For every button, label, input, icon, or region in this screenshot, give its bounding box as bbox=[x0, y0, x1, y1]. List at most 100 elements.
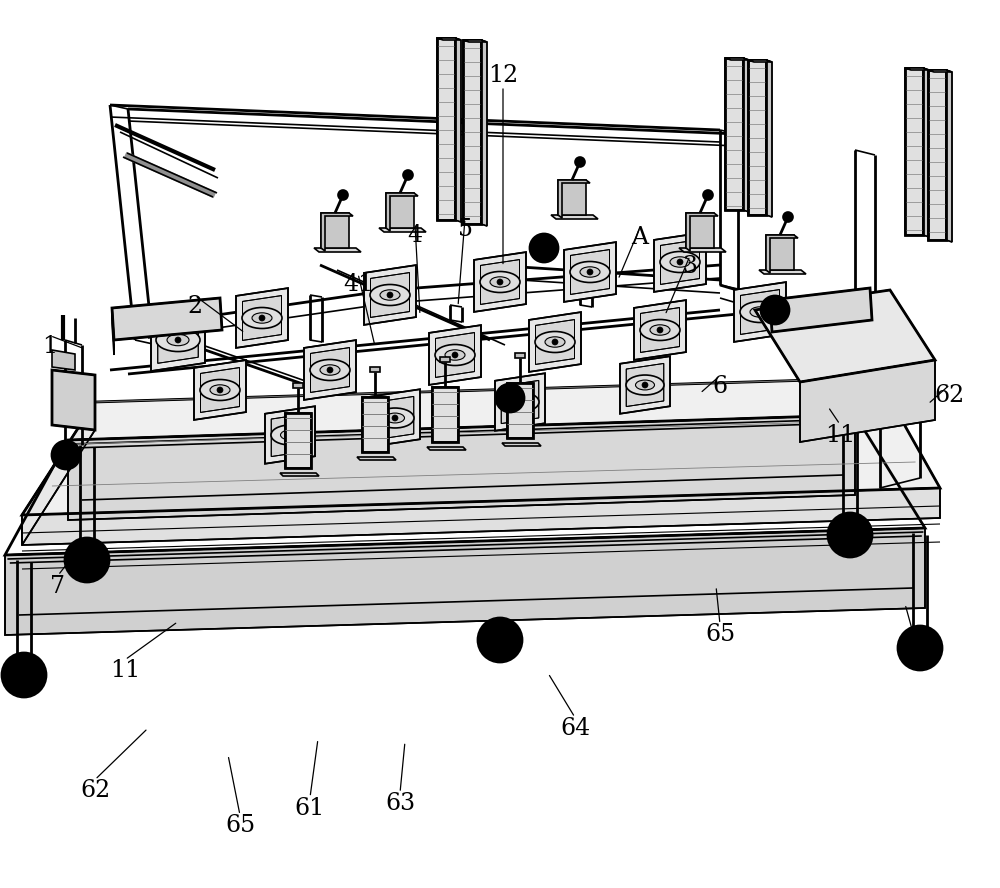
Polygon shape bbox=[766, 235, 798, 273]
Polygon shape bbox=[654, 232, 706, 292]
Polygon shape bbox=[52, 370, 95, 430]
Polygon shape bbox=[640, 307, 680, 353]
Polygon shape bbox=[686, 213, 714, 248]
Polygon shape bbox=[158, 317, 198, 363]
Polygon shape bbox=[357, 457, 396, 460]
Polygon shape bbox=[362, 397, 388, 452]
Polygon shape bbox=[242, 296, 282, 340]
Ellipse shape bbox=[310, 360, 350, 380]
Circle shape bbox=[497, 279, 503, 285]
Polygon shape bbox=[515, 353, 525, 358]
Ellipse shape bbox=[370, 284, 410, 305]
Polygon shape bbox=[432, 387, 458, 442]
Ellipse shape bbox=[636, 380, 654, 390]
Ellipse shape bbox=[535, 331, 575, 353]
Ellipse shape bbox=[242, 307, 282, 329]
Polygon shape bbox=[271, 414, 309, 456]
Polygon shape bbox=[364, 266, 416, 325]
Text: 4: 4 bbox=[407, 224, 423, 247]
Circle shape bbox=[761, 296, 789, 324]
Text: 62: 62 bbox=[935, 384, 965, 407]
Polygon shape bbox=[481, 40, 487, 226]
Ellipse shape bbox=[670, 257, 690, 267]
Polygon shape bbox=[725, 58, 743, 210]
Ellipse shape bbox=[640, 320, 680, 340]
Text: 65: 65 bbox=[225, 814, 255, 837]
Polygon shape bbox=[379, 228, 426, 232]
Polygon shape bbox=[626, 363, 664, 407]
Text: 11: 11 bbox=[110, 659, 140, 682]
Polygon shape bbox=[370, 273, 410, 317]
Circle shape bbox=[478, 618, 522, 662]
Polygon shape bbox=[495, 373, 545, 431]
Polygon shape bbox=[112, 308, 114, 355]
Polygon shape bbox=[370, 389, 420, 447]
Circle shape bbox=[52, 441, 80, 469]
Text: 6: 6 bbox=[712, 375, 728, 398]
Circle shape bbox=[59, 448, 73, 462]
Polygon shape bbox=[748, 60, 766, 215]
Polygon shape bbox=[437, 38, 455, 220]
Circle shape bbox=[259, 315, 265, 321]
Circle shape bbox=[842, 527, 858, 543]
Circle shape bbox=[677, 259, 683, 265]
Polygon shape bbox=[474, 252, 526, 312]
Polygon shape bbox=[440, 357, 450, 362]
Text: 5: 5 bbox=[458, 218, 473, 241]
Circle shape bbox=[552, 339, 558, 345]
Polygon shape bbox=[679, 248, 726, 252]
Circle shape bbox=[517, 399, 523, 405]
Circle shape bbox=[642, 382, 648, 388]
Circle shape bbox=[575, 157, 585, 167]
Polygon shape bbox=[22, 488, 940, 545]
Polygon shape bbox=[463, 40, 481, 224]
Circle shape bbox=[503, 391, 517, 405]
Text: 62: 62 bbox=[80, 779, 110, 802]
Polygon shape bbox=[734, 282, 786, 342]
Polygon shape bbox=[310, 347, 350, 392]
Circle shape bbox=[403, 170, 413, 180]
Text: 11: 11 bbox=[825, 424, 855, 447]
Polygon shape bbox=[725, 58, 749, 60]
Circle shape bbox=[757, 309, 763, 315]
Polygon shape bbox=[660, 240, 700, 284]
Text: 3: 3 bbox=[682, 255, 698, 278]
Ellipse shape bbox=[480, 272, 520, 292]
Polygon shape bbox=[766, 60, 772, 217]
Circle shape bbox=[828, 513, 872, 557]
Polygon shape bbox=[766, 235, 794, 270]
Text: 7: 7 bbox=[50, 575, 66, 598]
Polygon shape bbox=[68, 415, 855, 520]
Circle shape bbox=[392, 415, 398, 421]
Ellipse shape bbox=[320, 365, 340, 376]
Ellipse shape bbox=[511, 397, 530, 407]
Polygon shape bbox=[743, 58, 749, 212]
Polygon shape bbox=[314, 248, 361, 252]
Circle shape bbox=[530, 234, 558, 262]
Ellipse shape bbox=[376, 408, 414, 428]
Text: 12: 12 bbox=[488, 64, 518, 87]
Polygon shape bbox=[321, 213, 349, 248]
Circle shape bbox=[79, 552, 95, 567]
Polygon shape bbox=[427, 447, 466, 450]
Polygon shape bbox=[22, 378, 940, 515]
Circle shape bbox=[217, 387, 223, 393]
Polygon shape bbox=[5, 528, 925, 635]
Text: 65: 65 bbox=[705, 623, 735, 646]
Ellipse shape bbox=[660, 251, 700, 273]
Polygon shape bbox=[293, 383, 303, 388]
Polygon shape bbox=[280, 473, 319, 476]
Polygon shape bbox=[536, 320, 574, 364]
Polygon shape bbox=[558, 180, 586, 215]
Polygon shape bbox=[905, 68, 923, 235]
Circle shape bbox=[912, 640, 928, 655]
Polygon shape bbox=[748, 60, 772, 62]
Ellipse shape bbox=[750, 306, 770, 317]
Polygon shape bbox=[770, 288, 872, 332]
Polygon shape bbox=[463, 40, 487, 42]
Polygon shape bbox=[923, 68, 929, 237]
Circle shape bbox=[496, 384, 524, 412]
Circle shape bbox=[327, 367, 333, 373]
Text: 2: 2 bbox=[187, 295, 203, 318]
Polygon shape bbox=[194, 361, 246, 420]
